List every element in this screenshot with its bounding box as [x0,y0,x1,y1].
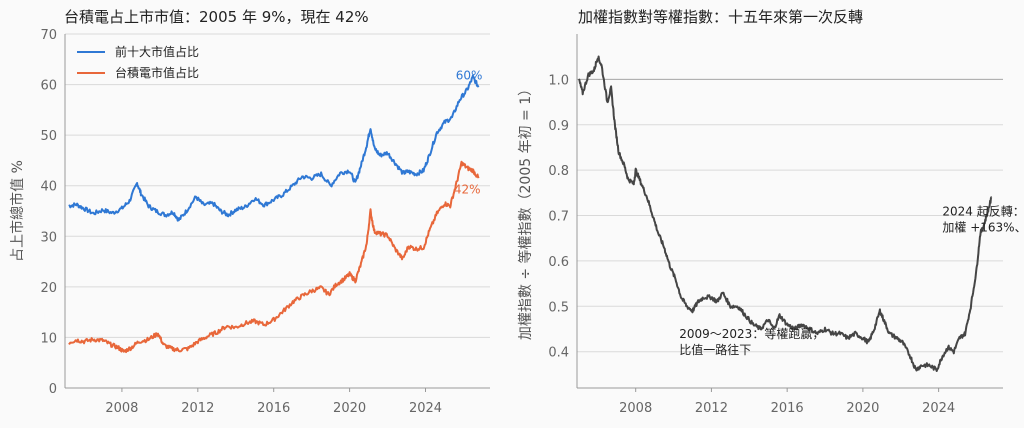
x-tick-label: 2008 [619,401,652,416]
x-tick-label: 2024 [409,401,442,416]
series-line-0 [68,74,480,222]
series-line-1 [68,160,480,354]
series-end-label: 42% [454,182,481,196]
annotation-text: 2024 起反轉： [942,205,1024,219]
y-tick-label: 10 [40,331,57,346]
x-tick-label: 2012 [695,401,728,416]
legend-label-1: 台積電市值占比 [115,65,199,80]
y-tick-label: 0.5 [548,300,569,315]
y-tick-label: 20 [40,281,57,296]
y-tick-label: 0.9 [548,119,569,134]
annotation-text: 2009～2023：等權跑贏， [679,326,824,341]
y-tick-label: 40 [40,180,57,195]
y-tick-label: 60 [40,79,57,94]
y-axis-label: 占上市總市值 % [9,160,26,262]
x-tick-label: 2012 [181,401,214,416]
y-tick-label: 70 [40,28,57,43]
series-end-label: 60% [456,69,483,83]
y-axis-label: 加權指數 ÷ 等權指數（2005 年初 = 1） [517,82,534,340]
annotation-text: 加權 +163%、等權 +31% [942,221,1024,235]
y-tick-label: 0.8 [548,164,569,179]
x-tick-label: 2016 [257,401,290,416]
x-tick-label: 2016 [771,401,804,416]
y-tick-label: 0.4 [548,346,569,361]
x-tick-label: 2008 [105,401,138,416]
series-line-0 [578,55,993,372]
y-tick-label: 0.7 [548,210,569,225]
annotation-text: 比值一路往下 [679,342,751,357]
y-tick-label: 50 [40,129,57,144]
y-tick-label: 1.0 [548,73,569,88]
x-tick-label: 2024 [922,401,955,416]
chart-title: 台積電占上市市值：2005 年 9%，現在 42% [64,8,369,26]
market-share-chart: 台積電占上市市值：2005 年 9%，現在 42% 0 10 20 30 40 50 60 70… [9,8,490,416]
ratio-chart: 加權指數對等權指數：十五年來第一次反轉 0.4 0.5 0.6 0.7 0.8 0.9 1.0… [517,8,1024,416]
legend-label-0: 前十大市值占比 [115,44,199,59]
chart-title: 加權指數對等權指數：十五年來第一次反轉 [578,8,863,26]
x-tick-label: 2020 [846,401,879,416]
y-tick-label: 0.6 [548,255,569,270]
x-tick-label: 2020 [333,401,366,416]
y-tick-label: 0 [49,382,57,397]
y-tick-label: 30 [40,230,57,245]
